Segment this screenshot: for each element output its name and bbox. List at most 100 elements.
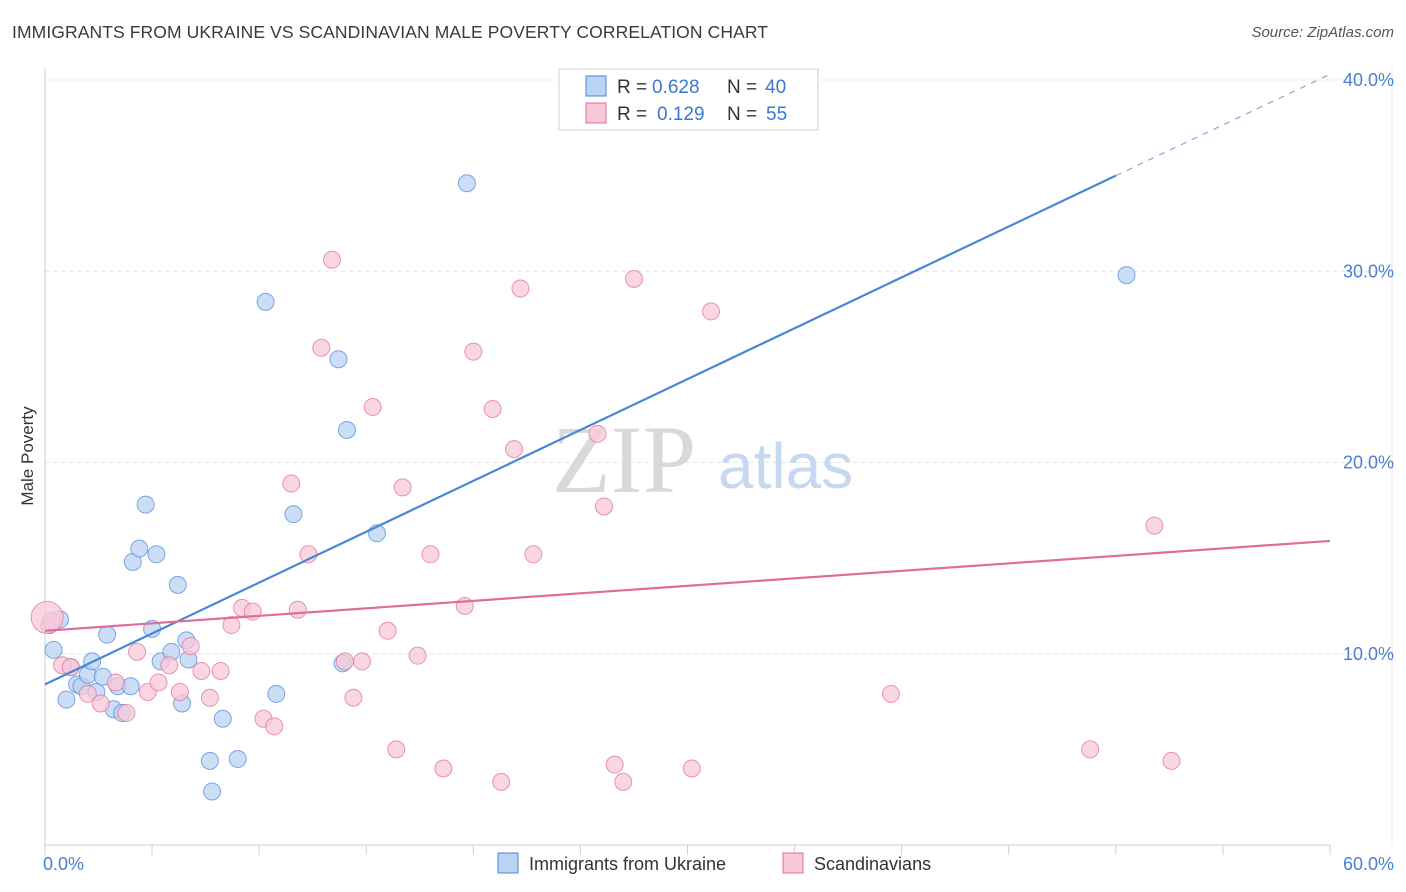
- chart-title: IMMIGRANTS FROM UKRAINE VS SCANDINAVIAN …: [12, 22, 769, 42]
- point-scandinavians: [335, 652, 354, 671]
- point-scandinavians: [78, 684, 97, 703]
- x-tick-label-max: 60.0%: [1343, 854, 1394, 874]
- bottom-legend-label-ukraine: Immigrants from Ukraine: [529, 854, 726, 874]
- gridlines: [45, 79, 1392, 655]
- point-scandinavians: [387, 740, 406, 759]
- point-scandinavians: [282, 474, 301, 493]
- point-scandinavians: [524, 545, 543, 564]
- watermark-atlas: atlas: [718, 430, 853, 502]
- bottom-legend-swatch-scandinavians: [782, 852, 804, 874]
- point-ukraine: [136, 495, 155, 514]
- point-scandinavians: [624, 269, 643, 288]
- point-scandinavians: [160, 656, 179, 675]
- point-scandinavians: [30, 600, 64, 634]
- point-scandinavians: [265, 717, 284, 736]
- point-scandinavians: [128, 642, 147, 661]
- bottom-legend-label-scandinavians: Scandinavians: [814, 854, 931, 874]
- point-scandinavians: [505, 440, 524, 459]
- point-scandinavians: [181, 637, 200, 656]
- source-label: Source: ZipAtlas.com: [1251, 24, 1394, 41]
- point-scandinavians: [170, 683, 189, 701]
- point-scandinavians: [106, 673, 125, 692]
- y-tick-label: 30.0%: [1343, 261, 1394, 281]
- point-scandinavians: [434, 759, 453, 778]
- point-scandinavians: [511, 279, 530, 298]
- point-scandinavians: [1145, 516, 1164, 535]
- point-ukraine: [98, 625, 117, 644]
- point-ukraine: [329, 350, 348, 369]
- trend-line-ukraine-extension: [1115, 73, 1331, 177]
- point-ukraine: [213, 709, 232, 728]
- point-scandinavians: [483, 399, 502, 418]
- legend: R = 0.628 N = 40 R = 0.129 N = 55: [558, 68, 819, 131]
- point-scandinavians: [117, 704, 136, 723]
- point-scandinavians: [192, 661, 211, 680]
- point-ukraine: [256, 292, 275, 311]
- point-scandinavians: [408, 646, 427, 665]
- legend-swatch-ukraine: [585, 75, 607, 97]
- y-tick-labels: 10.0% 20.0% 30.0% 40.0%: [1343, 70, 1394, 664]
- point-scandinavians: [200, 688, 219, 707]
- point-scandinavians: [211, 661, 230, 680]
- point-ukraine: [130, 539, 149, 558]
- point-scandinavians: [588, 424, 607, 443]
- point-scandinavians: [312, 338, 331, 357]
- point-scandinavians: [605, 755, 624, 774]
- point-ukraine: [44, 640, 63, 659]
- legend-r-value-1: 0.628: [652, 77, 700, 98]
- point-ukraine: [228, 749, 247, 768]
- x-tick-label-min: 0.0%: [43, 854, 84, 874]
- point-scandinavians: [1081, 740, 1100, 759]
- point-scandinavians: [352, 652, 371, 671]
- point-ukraine: [168, 575, 187, 594]
- legend-r-label-1: R =: [617, 77, 647, 98]
- point-scandinavians: [149, 673, 168, 692]
- y-tick-label: 20.0%: [1343, 453, 1394, 473]
- point-scandinavians: [91, 694, 110, 713]
- trend-lines: [44, 73, 1331, 686]
- point-scandinavians: [492, 772, 511, 791]
- point-scandinavians: [594, 497, 613, 516]
- legend-swatch-scandinavians: [585, 102, 607, 124]
- point-ukraine: [337, 420, 356, 439]
- x-ticks: [44, 845, 1331, 855]
- point-ukraine: [200, 751, 219, 770]
- point-scandinavians: [288, 600, 307, 619]
- watermark-zip: ZIP: [552, 406, 696, 513]
- legend-n-value-1: 40: [765, 77, 786, 98]
- point-ukraine: [203, 782, 222, 801]
- bottom-legend: Immigrants from Ukraine Scandinavians: [497, 852, 931, 874]
- y-axis-title: Male Poverty: [18, 406, 37, 506]
- point-scandinavians: [702, 302, 721, 321]
- legend-n-label-1: N =: [727, 77, 757, 98]
- point-scandinavians: [363, 398, 382, 417]
- point-ukraine: [57, 690, 76, 709]
- legend-r-value-2: 0.129: [657, 104, 705, 125]
- bottom-legend-swatch-ukraine: [497, 852, 519, 874]
- point-ukraine: [1117, 266, 1136, 285]
- point-scandinavians: [614, 772, 633, 791]
- trend-line-ukraine: [44, 174, 1117, 686]
- point-ukraine: [457, 174, 476, 193]
- point-scandinavians: [464, 342, 483, 361]
- point-ukraine: [121, 677, 140, 696]
- point-scandinavians: [222, 616, 241, 635]
- legend-r-label-2: R =: [617, 104, 647, 125]
- point-scandinavians: [378, 621, 397, 640]
- point-scandinavians: [344, 688, 363, 707]
- point-scandinavians: [881, 684, 900, 703]
- point-scandinavians: [1162, 751, 1181, 770]
- point-ukraine: [267, 684, 286, 703]
- y-tick-label: 10.0%: [1343, 644, 1394, 664]
- legend-n-value-2: 55: [766, 104, 787, 125]
- point-scandinavians: [322, 250, 341, 269]
- point-ukraine: [284, 505, 303, 524]
- point-scandinavians: [393, 478, 412, 497]
- point-scandinavians: [421, 545, 440, 564]
- trend-line-scandinavians: [44, 539, 1331, 632]
- point-scandinavians: [682, 759, 701, 778]
- legend-n-label-2: N =: [727, 104, 757, 125]
- series-scandinavians-points: [30, 250, 1181, 791]
- point-ukraine: [147, 545, 166, 564]
